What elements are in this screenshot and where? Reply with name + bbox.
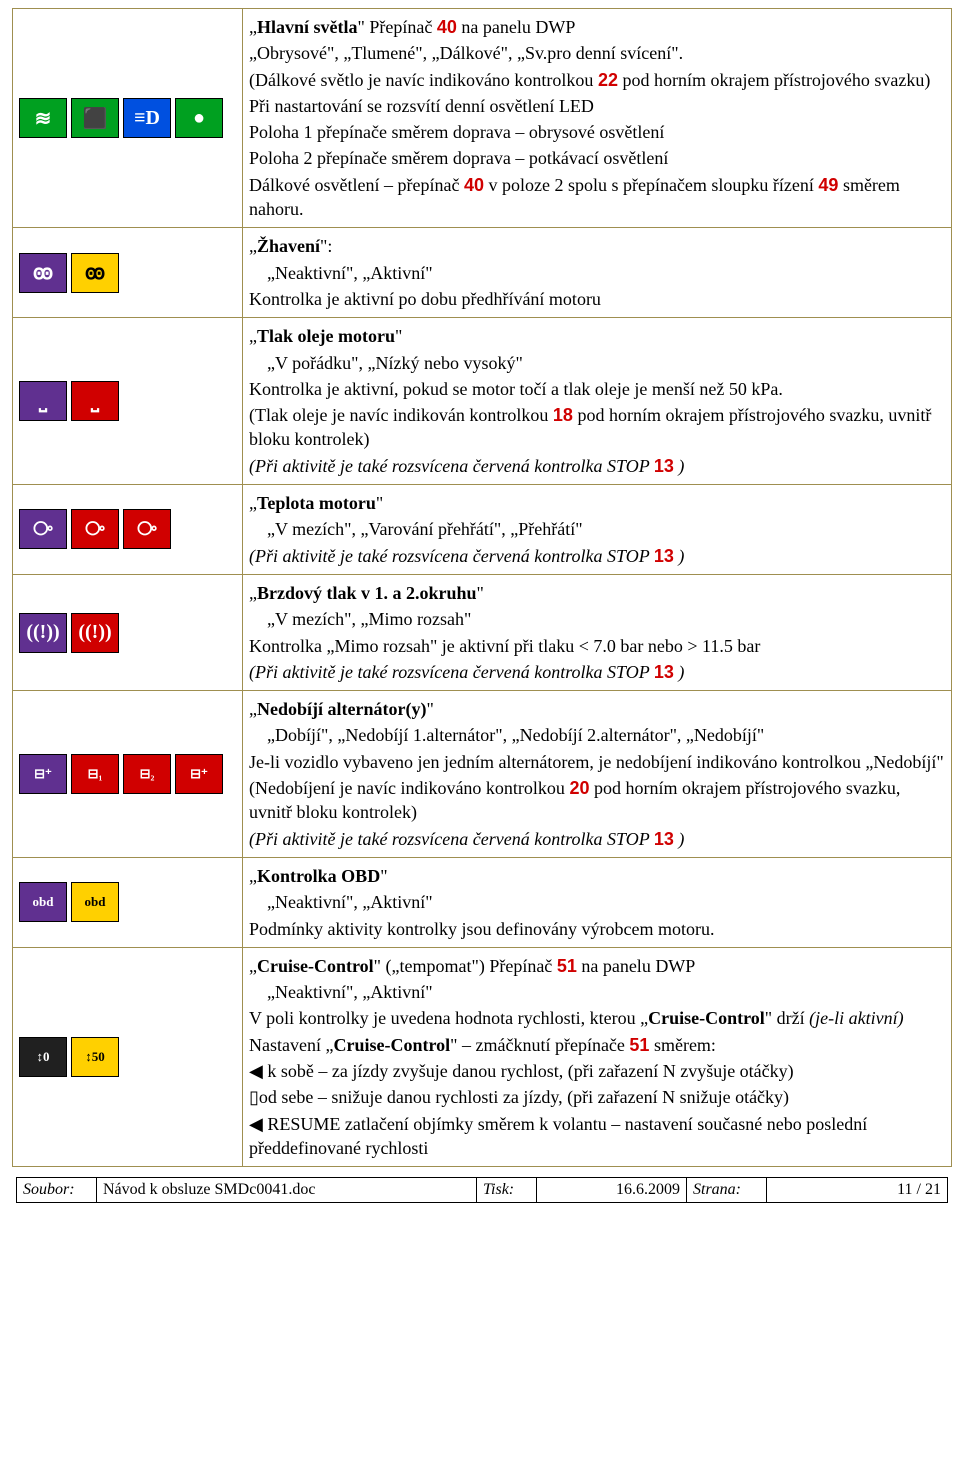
row-line: „Neaktivní", „Aktivní" bbox=[249, 980, 945, 1004]
indicator-icon: obd bbox=[71, 882, 119, 922]
description-cell: „Žhavení": „Neaktivní", „Aktivní"Kontrol… bbox=[243, 228, 952, 318]
row-title: „Cruise-Control" („tempomat") Přepínač 5… bbox=[249, 954, 945, 978]
footer-page-value: 11 / 21 bbox=[767, 1178, 948, 1203]
indicators-table: ≋⬛≡D●„Hlavní světla" Přepínač 40 na pane… bbox=[12, 8, 952, 1167]
row-line: (Dálkové světlo je navíc indikováno kont… bbox=[249, 68, 945, 92]
indicator-icon: ⊟₁ bbox=[71, 754, 119, 794]
footer-print-label: Tisk: bbox=[477, 1178, 537, 1203]
table-row: ⎵⎵„Tlak oleje motoru" „V pořádku", „Nízk… bbox=[13, 318, 952, 485]
row-line: „V mezích", „Varování přehřátí", „Přehřá… bbox=[249, 517, 945, 541]
row-line: Kontrolka je aktivní po dobu předhřívání… bbox=[249, 287, 945, 311]
description-cell: „Tlak oleje motoru" „V pořádku", „Nízký … bbox=[243, 318, 952, 485]
row-title: „Kontrolka OBD" bbox=[249, 864, 945, 888]
footer-page-label: Strana: bbox=[687, 1178, 767, 1203]
indicator-icon: ⊟⁺ bbox=[175, 754, 223, 794]
icon-cell: ⎵⎵ bbox=[13, 318, 243, 485]
row-line: (Tlak oleje je navíc indikován kontrolko… bbox=[249, 403, 945, 452]
description-cell: „Kontrolka OBD" „Neaktivní", „Aktivní" Po… bbox=[243, 857, 952, 947]
row-line: (Při aktivitě je také rozsvícena červená… bbox=[249, 660, 945, 684]
indicator-icon: ≋ bbox=[19, 98, 67, 138]
row-line: ◀ k sobě – za jízdy zvyšuje danou rychlo… bbox=[249, 1059, 945, 1083]
indicator-icon: ⊟⁺ bbox=[19, 754, 67, 794]
indicator-icon: ⧂ bbox=[71, 509, 119, 549]
indicator-icon: ꙭ bbox=[71, 253, 119, 293]
row-line: Poloha 2 přepínače směrem doprava – potk… bbox=[249, 146, 945, 170]
indicator-icon: ꙭ bbox=[19, 253, 67, 293]
row-title: „Hlavní světla" Přepínač 40 na panelu DW… bbox=[249, 15, 945, 39]
table-row: ≋⬛≡D●„Hlavní světla" Přepínač 40 na pane… bbox=[13, 9, 952, 228]
row-line: (Při aktivitě je také rozsvícena červená… bbox=[249, 827, 945, 851]
table-row: ↕0↕50„Cruise-Control" („tempomat") Přepí… bbox=[13, 947, 952, 1166]
icon-cell: ≋⬛≡D● bbox=[13, 9, 243, 228]
indicator-icon: ⬛ bbox=[71, 98, 119, 138]
row-line: Dálkové osvětlení – přepínač 40 v poloze… bbox=[249, 173, 945, 222]
row-title: „Brzdový tlak v 1. a 2.okruhu" bbox=[249, 581, 945, 605]
icon-cell: obdobd bbox=[13, 857, 243, 947]
table-row: ꙭꙭ„Žhavení": „Neaktivní", „Aktivní"Kontr… bbox=[13, 228, 952, 318]
row-title: „Tlak oleje motoru" bbox=[249, 324, 945, 348]
row-line: ▯od sebe – snižuje danou rychlosti za jí… bbox=[249, 1085, 945, 1109]
row-line: Podmínky aktivity kontrolky jsou definov… bbox=[249, 917, 945, 941]
row-line: Kontrolka „Mimo rozsah" je aktivní při t… bbox=[249, 634, 945, 658]
indicator-icon: ((!)) bbox=[71, 613, 119, 653]
row-line: Kontrolka je aktivní, pokud se motor toč… bbox=[249, 377, 945, 401]
document-page: ≋⬛≡D●„Hlavní světla" Přepínač 40 na pane… bbox=[0, 0, 960, 1213]
row-line: (Při aktivitě je také rozsvícena červená… bbox=[249, 544, 945, 568]
table-row: ⧂⧂⧂„Teplota motoru" „V mezích", „Varován… bbox=[13, 485, 952, 575]
row-line: „Neaktivní", „Aktivní" bbox=[249, 261, 945, 285]
indicator-icon: ● bbox=[175, 98, 223, 138]
indicator-icon: obd bbox=[19, 882, 67, 922]
row-line: Při nastartování se rozsvítí denní osvět… bbox=[249, 94, 945, 118]
indicator-icon: ⎵ bbox=[71, 381, 119, 421]
row-line: Nastavení „Cruise-Control" – zmáčknutí p… bbox=[249, 1033, 945, 1057]
footer-print-value: 16.6.2009 bbox=[537, 1178, 687, 1203]
row-title: „Nedobíjí alternátor(y)" bbox=[249, 697, 945, 721]
row-line: „V mezích", „Mimo rozsah" bbox=[249, 607, 945, 631]
row-title: „Žhavení": bbox=[249, 234, 945, 258]
indicator-icon: ↕0 bbox=[19, 1037, 67, 1077]
footer-file-label: Soubor: bbox=[17, 1178, 97, 1203]
footer-area: Soubor: Návod k obsluze SMDc0041.doc Tis… bbox=[12, 1175, 952, 1205]
icon-cell: ⊟⁺⊟₁⊟₂⊟⁺ bbox=[13, 691, 243, 858]
icon-cell: ((!))((!)) bbox=[13, 574, 243, 690]
row-line: „V pořádku", „Nízký nebo vysoký" bbox=[249, 351, 945, 375]
indicator-icon: ≡D bbox=[123, 98, 171, 138]
row-line: Je-li vozidlo vybaveno jen jedním altern… bbox=[249, 750, 945, 774]
row-line: „Neaktivní", „Aktivní" bbox=[249, 890, 945, 914]
table-row: ⊟⁺⊟₁⊟₂⊟⁺„Nedobíjí alternátor(y)" „Dobíjí… bbox=[13, 691, 952, 858]
row-line: Poloha 1 přepínače směrem doprava – obry… bbox=[249, 120, 945, 144]
description-cell: „Cruise-Control" („tempomat") Přepínač 5… bbox=[243, 947, 952, 1166]
row-line: „Obrysové", „Tlumené", „Dálkové", „Sv.pr… bbox=[249, 41, 945, 65]
indicator-icon: ⧂ bbox=[123, 509, 171, 549]
indicator-icon: ↕50 bbox=[71, 1037, 119, 1077]
description-cell: „Teplota motoru" „V mezích", „Varování p… bbox=[243, 485, 952, 575]
indicator-icon: ⧂ bbox=[19, 509, 67, 549]
table-row: ((!))((!))„Brzdový tlak v 1. a 2.okruhu"… bbox=[13, 574, 952, 690]
indicator-icon: ⎵ bbox=[19, 381, 67, 421]
icon-cell: ↕0↕50 bbox=[13, 947, 243, 1166]
row-line: (Nedobíjení je navíc indikováno kontrolk… bbox=[249, 776, 945, 825]
indicator-icon: ⊟₂ bbox=[123, 754, 171, 794]
row-line: (Při aktivitě je také rozsvícena červená… bbox=[249, 454, 945, 478]
footer-file-value: Návod k obsluze SMDc0041.doc bbox=[97, 1178, 477, 1203]
row-title: „Teplota motoru" bbox=[249, 491, 945, 515]
description-cell: „Nedobíjí alternátor(y)" „Dobíjí", „Nedo… bbox=[243, 691, 952, 858]
icon-cell: ⧂⧂⧂ bbox=[13, 485, 243, 575]
indicator-icon: ((!)) bbox=[19, 613, 67, 653]
row-line: V poli kontrolky je uvedena hodnota rych… bbox=[249, 1006, 945, 1030]
table-row: obdobd„Kontrolka OBD" „Neaktivní", „Akti… bbox=[13, 857, 952, 947]
row-line: „Dobíjí", „Nedobíjí 1.alternátor", „Nedo… bbox=[249, 723, 945, 747]
description-cell: „Brzdový tlak v 1. a 2.okruhu" „V mezích… bbox=[243, 574, 952, 690]
footer-table: Soubor: Návod k obsluze SMDc0041.doc Tis… bbox=[16, 1177, 948, 1203]
row-line: ◀ RESUME zatlačení objímky směrem k vola… bbox=[249, 1112, 945, 1161]
description-cell: „Hlavní světla" Přepínač 40 na panelu DW… bbox=[243, 9, 952, 228]
icon-cell: ꙭꙭ bbox=[13, 228, 243, 318]
